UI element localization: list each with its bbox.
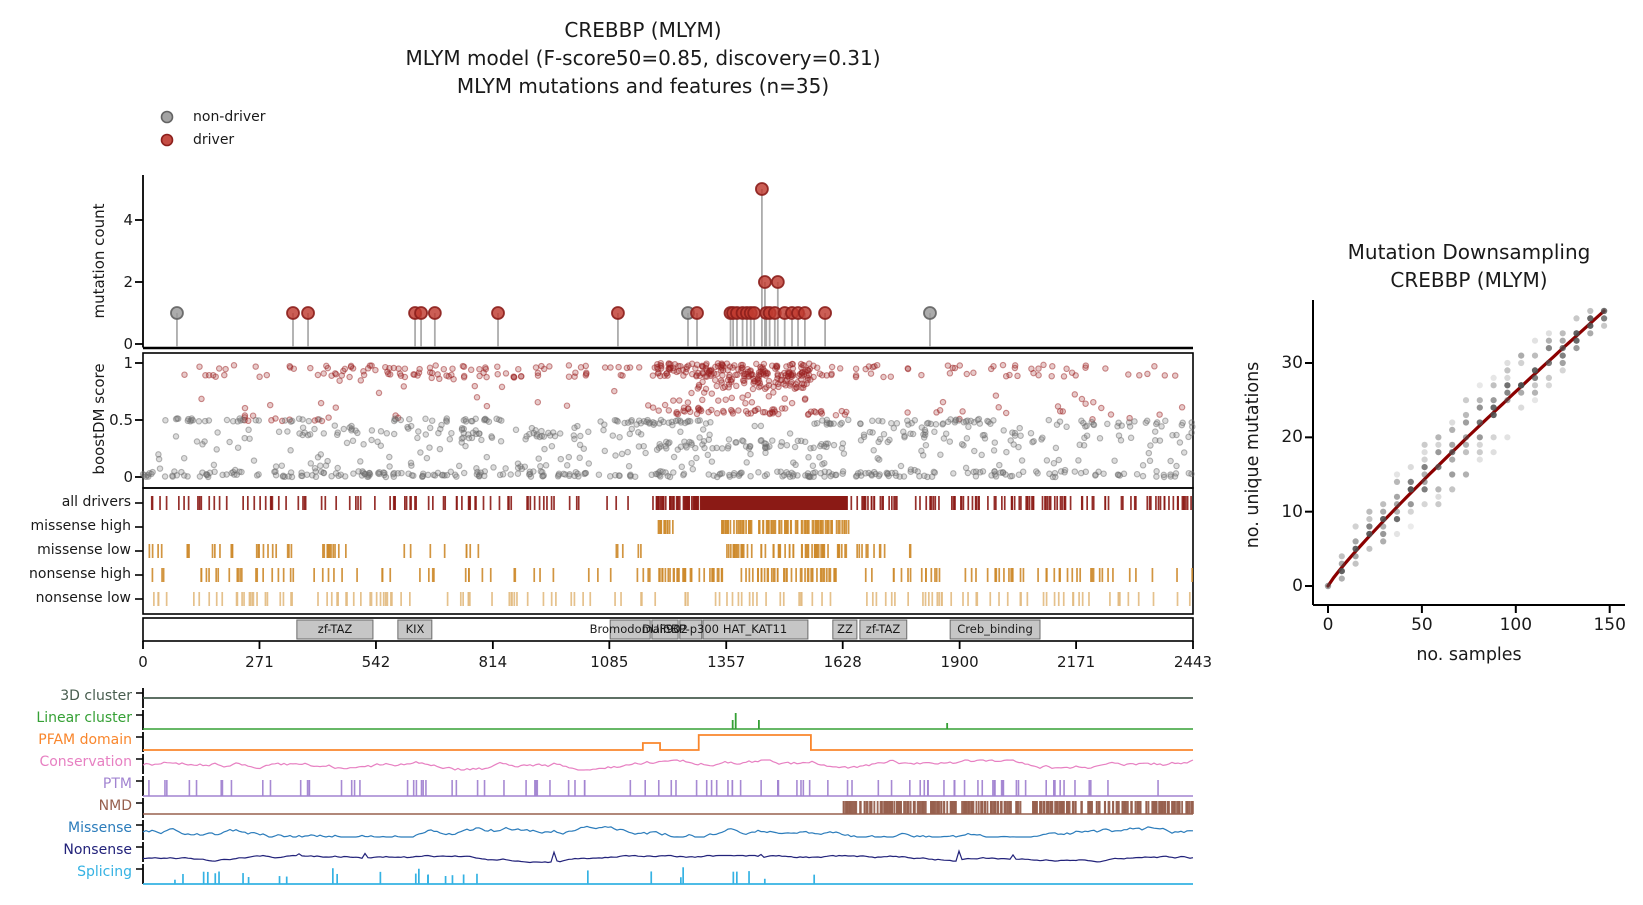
needle-plot — [135, 175, 1193, 350]
domain-label: Bromodomain — [589, 622, 671, 636]
x-axis-tick-label: 0 — [138, 653, 148, 671]
downsampling-ytick-label: 20 — [1281, 427, 1303, 448]
feature-row-label: PTM — [102, 776, 132, 792]
figure-title-gene: CREBBP (MLYM) — [564, 18, 722, 42]
protein-domain-bar — [142, 617, 1194, 649]
feature-row-label: Nonsense — [63, 842, 132, 858]
track-row-label: missense high — [30, 518, 131, 534]
feature-row-label: NMD — [98, 798, 132, 814]
score-ytick-label: 0.5 — [109, 411, 133, 429]
figure-title-mutations: MLYM mutations and features (n=35) — [456, 74, 830, 98]
score-ytick-label: 1 — [123, 354, 133, 372]
x-axis-tick-label: 1900 — [940, 653, 979, 671]
domain-label: Creb_binding — [957, 622, 1033, 636]
needle-ytick-label: 4 — [123, 211, 133, 229]
needle-dots — [170, 182, 937, 320]
x-axis-tick-label: 542 — [361, 653, 391, 671]
downsampling-xtick-label: 50 — [1411, 615, 1433, 635]
feature-row-label: PFAM domain — [38, 732, 132, 748]
track-row-label: missense low — [37, 542, 131, 558]
downsampling-xtick-label: 100 — [1499, 615, 1533, 635]
downsampling-dots — [1324, 307, 1608, 590]
downsampling-xtick-label: 0 — [1322, 615, 1334, 635]
downsampling-ytick-label: 30 — [1281, 353, 1303, 373]
x-axis-tick-label: 271 — [245, 653, 274, 671]
legend-markers — [160, 110, 174, 147]
needle-ytick-label: 2 — [123, 273, 133, 291]
score-scatter-points — [139, 359, 1196, 481]
downsampling-title-line1: Mutation Downsampling — [1347, 240, 1591, 264]
x-axis-tick-label: 1628 — [823, 653, 862, 671]
needle-ytick-label: 0 — [123, 335, 133, 353]
x-axis-tick-label: 1085 — [590, 653, 629, 671]
feature-row-label: Conservation — [39, 754, 132, 770]
x-axis-tick-label: 814 — [478, 653, 508, 671]
domain-label: KIX — [405, 622, 425, 636]
downsampling-xtick-label: 150 — [1593, 615, 1626, 635]
feature-row-label: Splicing — [77, 864, 132, 880]
downsampling-ytick-label: 10 — [1281, 501, 1303, 522]
downsampling-xlabel: no. samples — [1416, 645, 1522, 665]
consequence-tracks — [135, 487, 1194, 615]
figure-title-model: MLYM model (F-score50=0.85, discovery=0.… — [405, 46, 881, 70]
downsampling-ylabel: no. unique mutations — [1243, 361, 1263, 549]
domain-label: ZZ — [837, 622, 853, 636]
domain-label: HAT_KAT11 — [722, 622, 788, 636]
feature-row-label: Missense — [68, 820, 132, 836]
legend-label-driver: driver — [193, 132, 235, 148]
legend-label-nondriver: non-driver — [193, 109, 266, 125]
domain-label: DUF902 — [642, 622, 688, 636]
score-ytick-label: 0 — [123, 468, 133, 486]
downsampling-ytick-label: 0 — [1292, 576, 1303, 596]
domain-label: zf-TAZ — [865, 622, 901, 636]
track-row-label: nonsense low — [35, 590, 131, 606]
feature-row-label: 3D cluster — [60, 688, 132, 704]
needle-stems — [176, 189, 931, 347]
downsampling-trend-line — [1326, 309, 1606, 588]
track-row-label: nonsense high — [29, 566, 131, 582]
domain-label: CBP-p300 — [662, 622, 720, 636]
domain-label: zf-TAZ — [317, 622, 353, 636]
downsampling-title-line2: CREBBP (MLYM) — [1390, 268, 1548, 292]
x-axis-tick-label: 1357 — [707, 653, 746, 671]
feature-tracks — [136, 688, 1194, 885]
x-axis-tick-label: 2443 — [1173, 653, 1213, 671]
track-row-label: all drivers — [61, 494, 131, 510]
feature-row-label: Linear cluster — [36, 710, 132, 726]
x-axis-tick-label: 2171 — [1057, 653, 1096, 671]
